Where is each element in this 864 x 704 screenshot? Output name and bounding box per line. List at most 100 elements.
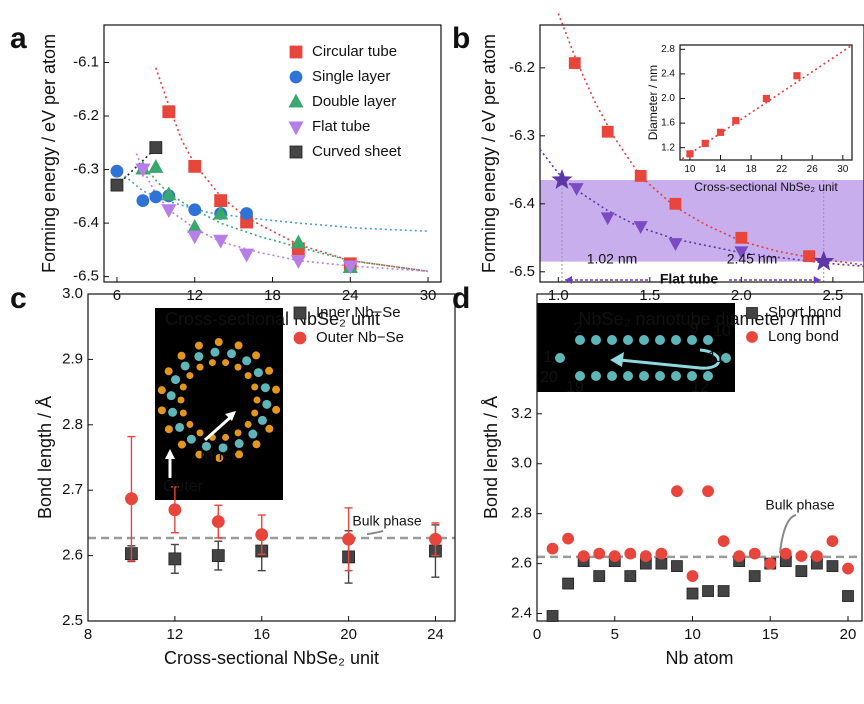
atom-se	[244, 420, 252, 428]
x-tick-label: 15	[762, 626, 779, 643]
data-point	[624, 570, 637, 582]
y-tick-label: 2.4	[661, 69, 675, 80]
y-axis-label: Forming energy / eV per atom	[479, 34, 499, 273]
atom-se	[234, 429, 242, 437]
arrow	[619, 348, 721, 370]
legend-marker	[289, 45, 303, 59]
atom-nb	[186, 434, 196, 444]
x-tick-label: 30	[420, 287, 437, 304]
atom-nb	[194, 351, 204, 361]
data-point	[668, 238, 683, 251]
data-point	[624, 547, 637, 560]
data-point	[813, 250, 835, 271]
atom-nb	[687, 335, 697, 345]
x-tick-label: 1.5	[639, 287, 660, 304]
x-tick-label: 8	[84, 626, 92, 643]
data-point	[716, 128, 725, 136]
structure-inset-c	[155, 308, 283, 500]
data-point	[562, 532, 575, 545]
data-point	[655, 547, 668, 560]
legend-label: Short bond	[768, 304, 841, 321]
atom-se	[194, 341, 203, 350]
y-tick-label: -6.3	[509, 127, 535, 144]
data-point	[600, 212, 615, 226]
data-point	[826, 560, 839, 572]
inset-label: Outer	[163, 478, 204, 495]
data-point	[213, 234, 229, 249]
atom-nb	[242, 356, 252, 366]
y-tick-label: -6.4	[509, 195, 535, 212]
atom-se	[179, 409, 187, 417]
data-point	[255, 528, 269, 542]
data-point	[569, 183, 584, 196]
x-tick-label: 12	[186, 287, 203, 304]
atom-nb	[721, 353, 731, 363]
y-tick-label: 1.2	[661, 142, 675, 153]
y-tick-label: -6.1	[73, 53, 99, 70]
data-point	[634, 170, 647, 182]
atom-se	[252, 440, 261, 449]
fit-curve	[681, 45, 851, 160]
data-point	[546, 610, 559, 622]
atom-se	[164, 425, 173, 434]
y-tick-label: 2.8	[661, 44, 675, 55]
x-tick-label: 20	[840, 626, 857, 643]
y-tick-label: 2.6	[62, 547, 83, 564]
atom-nb	[168, 407, 178, 417]
atom-se	[222, 433, 230, 441]
data-point	[136, 194, 150, 208]
data-point	[601, 125, 614, 138]
arrow	[366, 530, 384, 535]
legend-marker	[288, 121, 304, 136]
data-point	[149, 190, 163, 204]
x-tick-label: 2.0	[731, 287, 752, 304]
y-axis-label: Diameter / nm	[646, 65, 660, 140]
y-tick-label: 3.0	[511, 455, 532, 472]
data-point	[795, 565, 808, 577]
legend-label: Circular tube	[312, 43, 397, 60]
x-tick-label: 24	[342, 287, 359, 304]
atom-se	[265, 366, 274, 375]
atom-se	[186, 420, 194, 428]
data-point	[811, 550, 823, 562]
data-point	[149, 141, 163, 155]
atom-se	[234, 341, 243, 350]
atom-se	[157, 406, 166, 415]
atom-nb	[262, 399, 272, 409]
data-point	[239, 248, 255, 263]
data-point	[633, 221, 648, 234]
data-point	[568, 57, 581, 69]
atom-nb	[687, 371, 697, 381]
atom-nb	[180, 361, 190, 371]
data-point	[639, 550, 652, 562]
atom-nb	[703, 335, 713, 345]
y-tick-label: -6.2	[73, 107, 99, 124]
data-point	[732, 117, 740, 125]
atom-nb	[234, 439, 244, 449]
data-point	[702, 585, 714, 597]
atom-se	[265, 424, 274, 433]
data-point	[748, 547, 761, 560]
y-tick-label: 2.6	[511, 555, 532, 572]
panel-label: d	[452, 282, 470, 315]
data-point	[748, 570, 761, 582]
data-point	[701, 139, 709, 147]
plot-frame	[539, 24, 864, 283]
data-point	[795, 550, 808, 562]
panel-label: c	[10, 282, 27, 315]
y-tick-label: -6.2	[509, 59, 535, 76]
y-axis-label: Bond length / Å	[35, 396, 55, 519]
data-point	[211, 549, 225, 562]
plot-frame	[679, 44, 853, 161]
annotation: 2.45 nm	[727, 251, 778, 267]
arrow-head	[225, 411, 236, 421]
annotation: Flat tube	[660, 271, 719, 287]
y-tick-label: 3.0	[62, 285, 83, 302]
y-tick-label: 3.2	[511, 405, 532, 422]
data-point	[717, 585, 730, 597]
data-point	[213, 205, 229, 220]
atom-nb	[555, 353, 565, 363]
data-point	[655, 557, 668, 570]
inset-label: 12	[691, 379, 709, 396]
